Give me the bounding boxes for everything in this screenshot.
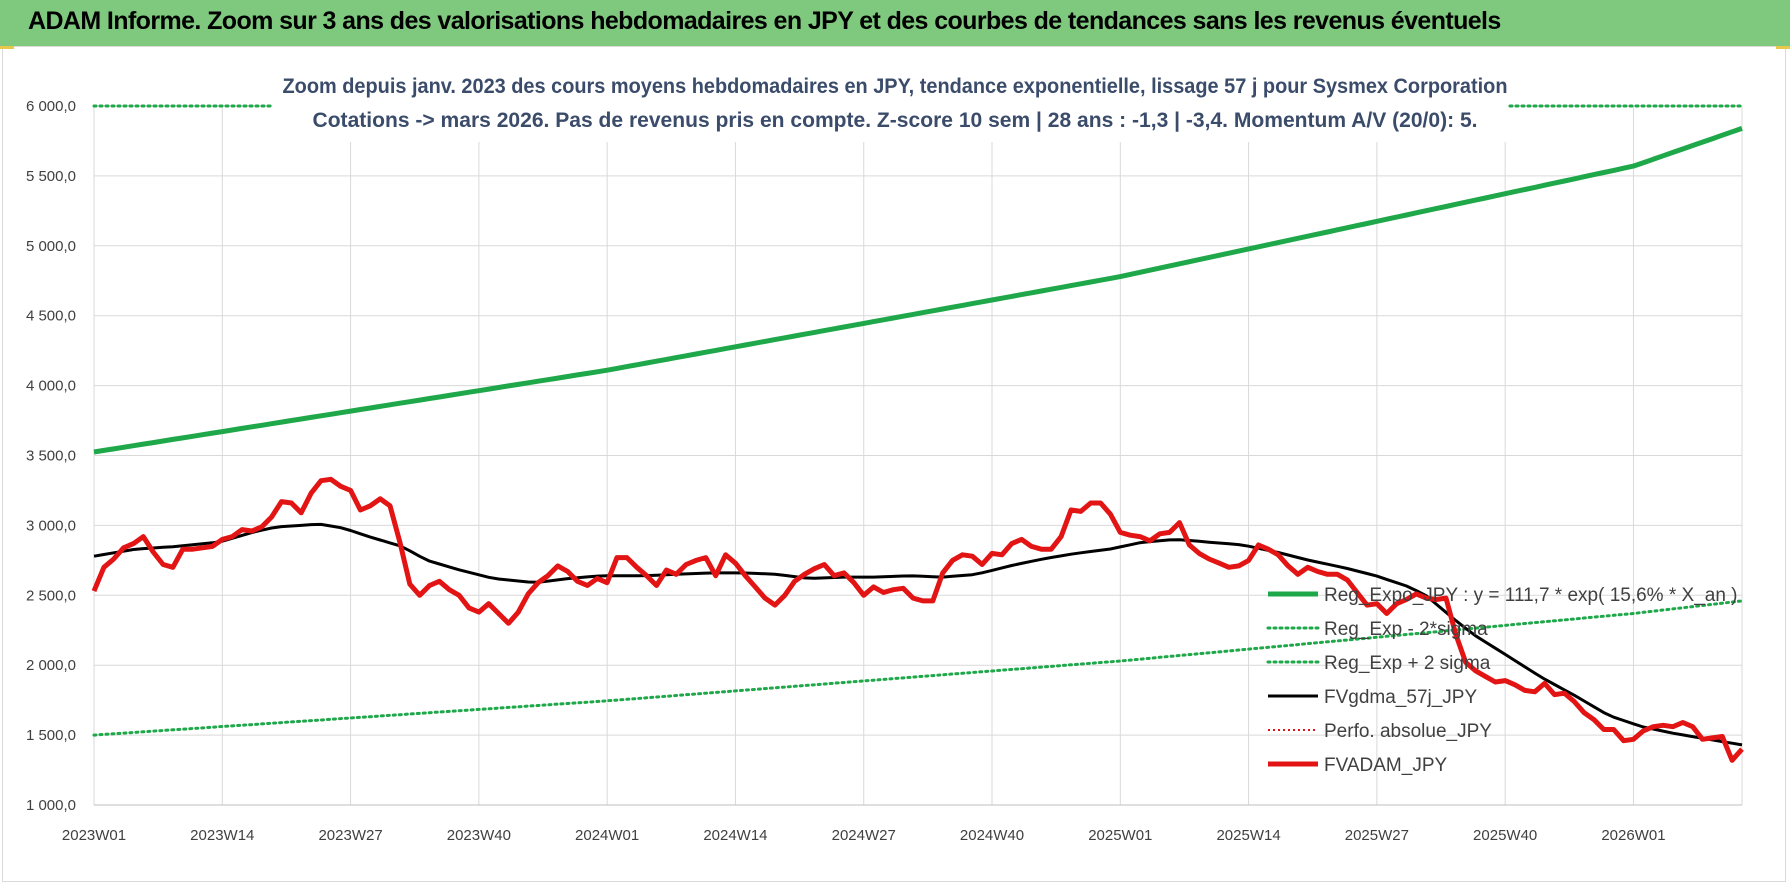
x-tick-label: 2024W14 [703, 827, 767, 844]
frame-corner-left [0, 46, 14, 49]
x-tick-label: 2023W01 [62, 827, 126, 844]
grid-lines [93, 105, 1743, 806]
y-tick-label: 5 500,0 [26, 168, 76, 185]
chart-frame [2, 46, 1786, 882]
series-line-5 [91, 476, 1744, 763]
x-tick-label: 2023W27 [318, 827, 382, 844]
series-line-0 [93, 126, 1743, 455]
y-tick-label: 2 500,0 [26, 587, 76, 604]
legend-label: FVADAM_JPY [1324, 755, 1448, 776]
legend-label: Reg_Exp + 2 sigma [1324, 653, 1491, 674]
legend-label: Reg_Expo_JPY : y = 111,7 * exp( 15,6% * … [1324, 585, 1738, 606]
x-tick-label: 2025W01 [1088, 827, 1152, 844]
x-tick-label: 2024W40 [960, 827, 1024, 844]
y-axis-ticks: 1 000,0 1 500,0 2 000,0 2 500,0 3 000,0 3 500… [26, 98, 76, 814]
frame-corner-right [1776, 46, 1790, 49]
x-tick-label: 2024W27 [832, 827, 896, 844]
subtitle-backdrop [272, 66, 1508, 142]
series-line-1 [92, 599, 1744, 737]
x-tick-label: 2023W14 [190, 827, 254, 844]
chart-title: Zoom depuis janv. 2023 des cours moyens … [283, 75, 1508, 98]
chart-subtitle: Cotations -> mars 2026. Pas de revenus p… [313, 109, 1478, 132]
x-tick-label: 2025W27 [1345, 827, 1409, 844]
y-tick-label: 6 000,0 [26, 98, 76, 115]
x-tick-label: 2026W01 [1601, 827, 1665, 844]
series-line-3 [93, 522, 1743, 747]
y-tick-label: 4 000,0 [26, 378, 76, 395]
x-tick-label: 2024W01 [575, 827, 639, 844]
x-tick-label: 2023W40 [447, 827, 511, 844]
y-tick-label: 3 500,0 [26, 448, 76, 465]
y-tick-label: 2 000,0 [26, 657, 76, 674]
x-tick-label: 2025W40 [1473, 827, 1537, 844]
legend: Reg_Expo_JPY : y = 111,7 * exp( 15,6% * … [1266, 585, 1738, 776]
y-tick-label: 1 500,0 [26, 727, 76, 744]
y-tick-label: 4 500,0 [26, 308, 76, 325]
y-tick-label: 1 000,0 [26, 797, 76, 814]
y-tick-label: 3 000,0 [26, 517, 76, 534]
y-tick-label: 5 000,0 [26, 238, 76, 255]
legend-label: Perfo. absolue_JPY [1324, 721, 1492, 742]
x-axis-ticks: 2023W01 2023W14 2023W27 2023W40 2024W01 2024W… [62, 827, 1666, 844]
series-layer [91, 104, 1744, 763]
header-banner: ADAM Informe. Zoom sur 3 ans des valoris… [0, 0, 1790, 46]
legend-label: FVgdma_57j_JPY [1324, 687, 1477, 708]
legend-label: Reg_Exp - 2*sigma [1324, 619, 1488, 640]
page-title: ADAM Informe. Zoom sur 3 ans des valoris… [28, 7, 1501, 35]
x-tick-label: 2025W14 [1216, 827, 1280, 844]
